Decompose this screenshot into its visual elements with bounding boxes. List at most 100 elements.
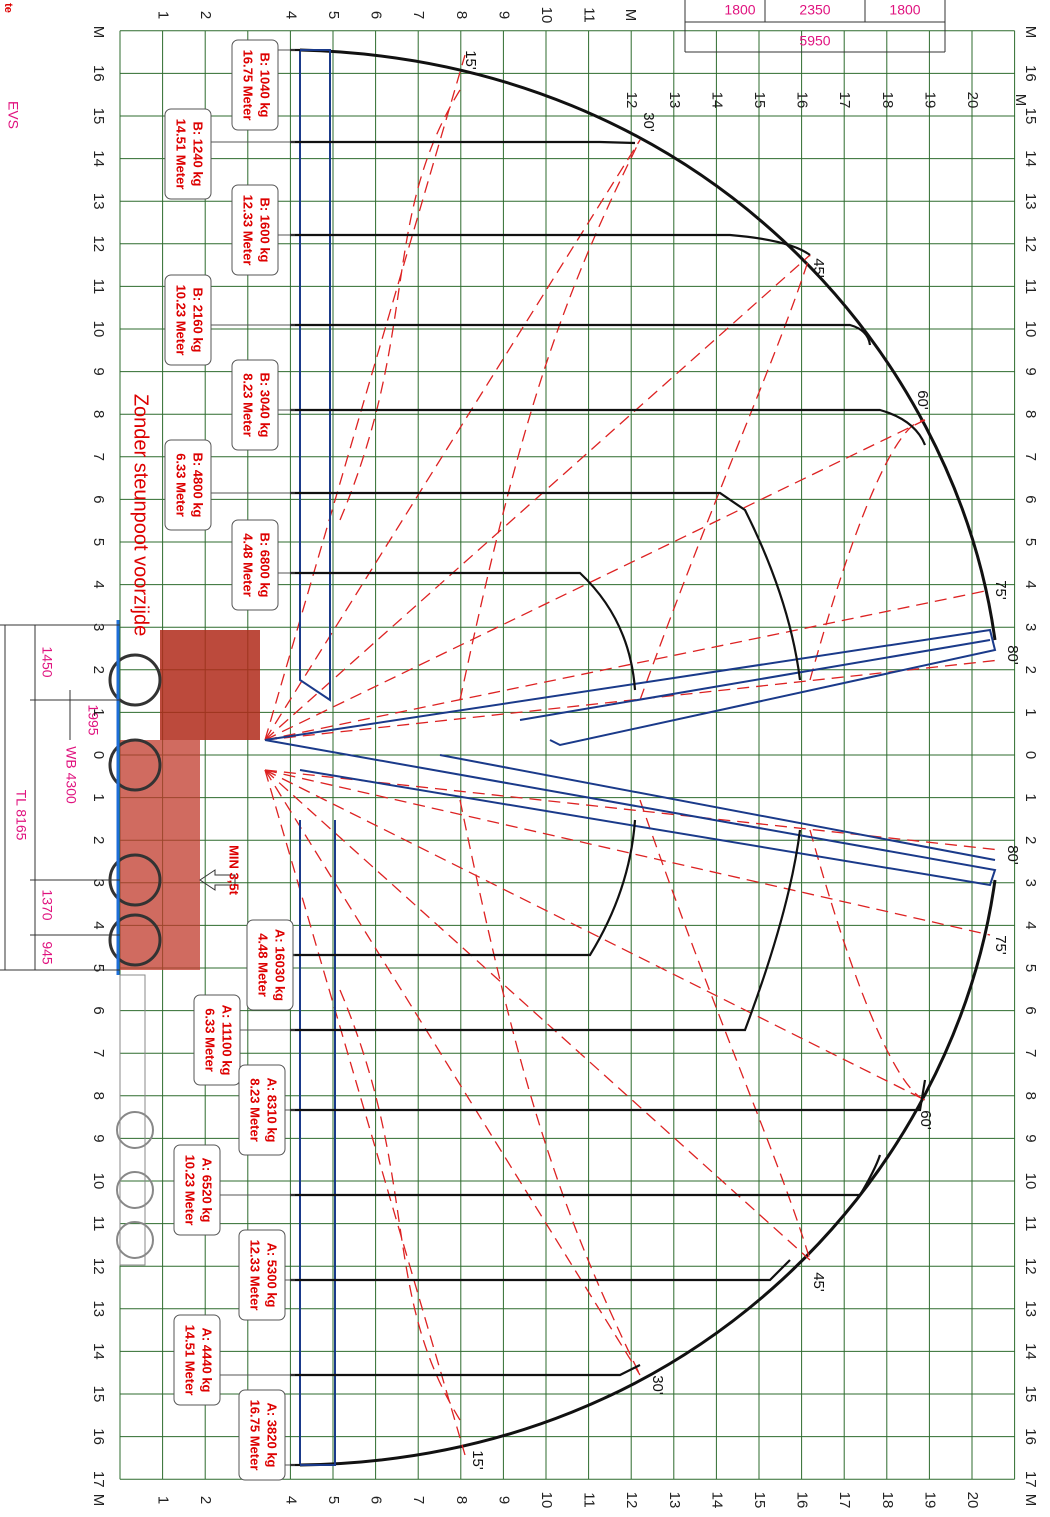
- height-tick: 7: [410, 1496, 427, 1504]
- load-curve: [290, 140, 636, 145]
- load-reach: 4.48 Meter: [241, 533, 256, 597]
- reach-tick: 13: [1022, 1300, 1039, 1317]
- reach-tick: 8: [90, 1092, 107, 1100]
- reach-tick: 16: [1022, 65, 1039, 82]
- load-reach: 12.33 Meter: [241, 195, 256, 266]
- grid: [119, 30, 1016, 1480]
- reach-tick: 9: [1022, 1134, 1039, 1142]
- reach-tick: 9: [90, 367, 107, 375]
- height-tick: 11: [581, 7, 598, 23]
- reach-tick: 10: [90, 321, 107, 338]
- load-box: [238, 1229, 286, 1321]
- height-tick: 1: [155, 11, 172, 19]
- load-value: B: 6800 kg: [258, 532, 273, 597]
- load-curve: [290, 1364, 641, 1377]
- reach-tick: 15: [1022, 108, 1039, 125]
- load-reach: 10.23 Meter: [174, 285, 189, 356]
- reach-tick: 16: [90, 65, 107, 82]
- corner: te: [2, 3, 14, 13]
- reach-tick: 3: [1022, 879, 1039, 887]
- load-box: [173, 1144, 221, 1236]
- height-tick: 10: [538, 1492, 555, 1509]
- height-tick: 13: [666, 1492, 683, 1509]
- truck-dim: 1450: [39, 646, 55, 677]
- height-tick: 15: [751, 1492, 768, 1509]
- reach-tick: 5: [90, 538, 107, 546]
- reach-tick: 4: [90, 921, 107, 929]
- height-tick: 2: [197, 11, 214, 19]
- angle-label: 30': [640, 112, 657, 132]
- height-tick: 5: [325, 1496, 342, 1504]
- height-tick: 9: [495, 1496, 512, 1504]
- reach-tick: 10: [90, 1173, 107, 1190]
- height-tick: 1: [155, 1496, 172, 1504]
- dim: 1800: [889, 2, 920, 18]
- boom: [264, 49, 997, 1466]
- min-load: MIN 3,5t: [227, 845, 242, 896]
- reach-tick: 9: [90, 1134, 107, 1142]
- reach-tick: 1: [1022, 793, 1039, 801]
- reach-tick: 7: [1022, 1049, 1039, 1057]
- load-value: B: 1600 kg: [258, 197, 273, 262]
- reach-tick: 2: [90, 666, 107, 674]
- load-value: B: 1240 kg: [191, 121, 206, 186]
- reach-tick: 3: [1022, 623, 1039, 631]
- reach-tick: 8: [1022, 410, 1039, 418]
- reach-tick: 0: [1022, 751, 1039, 759]
- height-tick: 11: [581, 1492, 598, 1508]
- reach-tick: 14: [1022, 150, 1039, 167]
- reach-tick: 16: [1022, 1428, 1039, 1445]
- angle-label: 80': [1004, 845, 1021, 865]
- truck: [108, 620, 260, 1266]
- load-reach: 8.23 Meter: [241, 373, 256, 437]
- load-box: [231, 184, 279, 276]
- load-reach: 8.23 Meter: [248, 1078, 263, 1142]
- angle-label: 30': [649, 1375, 666, 1395]
- note: Zonder steunpoot voorzijde: [130, 394, 152, 636]
- load-curve: [290, 233, 811, 256]
- angle-label: 60': [914, 390, 931, 410]
- height-tick: 19: [921, 1492, 938, 1509]
- reach-tick: 2: [1022, 836, 1039, 844]
- load-value: B: 1040 kg: [258, 52, 273, 117]
- height-tick: 20: [964, 1492, 981, 1509]
- reach-tick: 17: [1022, 1471, 1039, 1488]
- load-value: B: 2160 kg: [191, 287, 206, 352]
- height-tick: 12: [623, 1492, 640, 1509]
- reach-tick: 6: [1022, 1006, 1039, 1014]
- load-reach: 14.51 Meter: [183, 1325, 198, 1396]
- height-tick: 10: [538, 7, 555, 24]
- reach-tick: 11: [1022, 279, 1039, 295]
- reach-tick: 15: [1022, 1386, 1039, 1403]
- reach-tick: 8: [90, 410, 107, 418]
- height-tick: 4: [282, 1496, 299, 1504]
- reach-tick: 8: [1022, 1092, 1039, 1100]
- height-tick: 14: [708, 92, 725, 109]
- load-reach: 16.75 Meter: [241, 50, 256, 121]
- load-curve: [290, 491, 802, 681]
- height-unit: M: [622, 9, 639, 22]
- height-tick: 8: [453, 11, 470, 19]
- load-reach: 6.33 Meter: [203, 1008, 218, 1072]
- reach-tick: 11: [90, 1216, 107, 1232]
- reach-tick: 16: [90, 1428, 107, 1445]
- reach-tick: M: [90, 1494, 107, 1507]
- dim-total: 5950: [799, 33, 830, 49]
- height-tick: 18: [879, 92, 896, 109]
- load-box: [231, 39, 279, 131]
- load-box: [164, 439, 212, 531]
- angle-label: 60': [917, 1110, 934, 1130]
- reach-tick: 12: [1022, 235, 1039, 252]
- load-reach: 4.48 Meter: [256, 933, 271, 997]
- reach-tick: 4: [90, 580, 107, 588]
- height-tick: 8: [453, 1496, 470, 1504]
- reach-tick: M: [1022, 26, 1039, 39]
- dim: 2350: [799, 2, 830, 18]
- reach-tick: 15: [90, 1386, 107, 1403]
- reach-tick: 5: [1022, 538, 1039, 546]
- height-unit: M: [1012, 94, 1029, 107]
- reach-tick: 10: [1022, 321, 1039, 338]
- load-box: [231, 359, 279, 451]
- height-tick: 6: [368, 11, 385, 19]
